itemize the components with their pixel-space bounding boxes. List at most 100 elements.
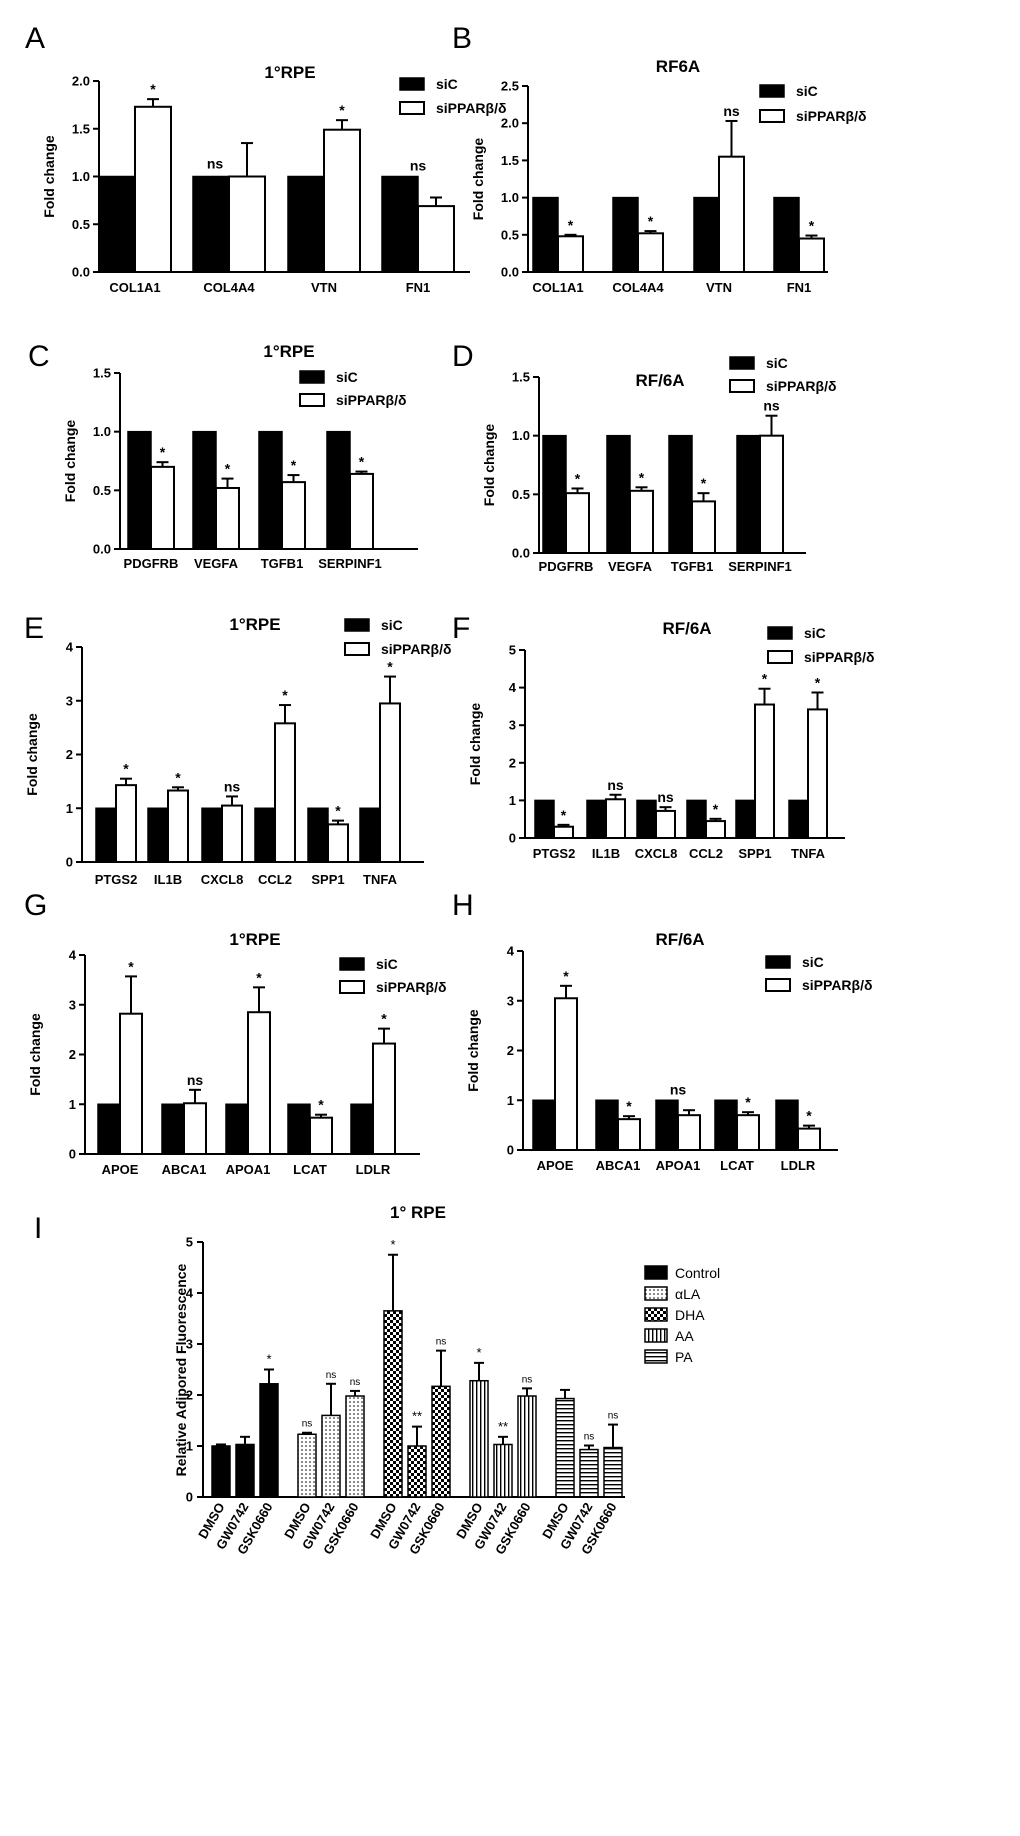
y-tick-label: 1.0 — [512, 428, 530, 443]
bar-siC — [735, 799, 756, 839]
panel-letter: D — [452, 340, 474, 373]
x-tick-label: VTN — [311, 280, 337, 295]
bar-siC — [192, 430, 217, 550]
bar-siC — [532, 196, 559, 273]
legend-label-siPPAR: siPPARβ/δ — [336, 392, 406, 408]
bar-siPPAR — [617, 1118, 641, 1152]
panel-c: C 1°RPE 0.0 0.5 1.0 1.5 Fold change * PDGFRB * VEG… — [28, 340, 418, 571]
bar-siPPAR — [605, 798, 626, 839]
y-tick-label: 3 — [186, 1337, 193, 1352]
x-tick-label: APOE — [102, 1162, 139, 1177]
bar-siPPAR — [807, 708, 828, 840]
bar-siC — [225, 1103, 249, 1155]
bar-siC — [326, 430, 351, 550]
bar-siC — [668, 434, 693, 554]
bar-siC — [612, 196, 639, 273]
bar-siC — [127, 430, 152, 550]
bar-siC — [254, 807, 276, 863]
y-tick-label: 0.5 — [501, 227, 519, 242]
bar-siPPAR — [183, 1102, 207, 1156]
x-tick-label: VEGFA — [194, 556, 239, 571]
y-tick-label: 0.5 — [512, 487, 530, 502]
legend-swatch-siC — [759, 84, 785, 98]
y-tick-label: 0.0 — [512, 546, 530, 561]
significance-label: * — [150, 81, 156, 97]
significance-label: ns — [657, 789, 674, 805]
y-tick-label: 0 — [509, 831, 516, 846]
legend-label-siPPAR: siPPARβ/δ — [376, 979, 446, 995]
x-tick-label: PDGFRB — [124, 556, 179, 571]
x-tick-label: IL1B — [154, 872, 182, 887]
bar-la — [345, 1395, 365, 1498]
bar-siPPAR — [565, 492, 590, 555]
bar-la — [297, 1433, 317, 1498]
x-tick-label: CXCL8 — [635, 846, 678, 861]
y-tick-label: 1.0 — [93, 424, 111, 439]
bar-siPPAR — [417, 205, 455, 273]
bar-siPPAR — [115, 784, 137, 864]
bar-dha — [383, 1310, 403, 1498]
y-tick-label: 1 — [69, 1097, 76, 1112]
legend-label-siC: siC — [336, 369, 358, 385]
bar-siC — [595, 1099, 619, 1151]
significance-label: * — [561, 807, 567, 823]
y-tick-label: 0.5 — [72, 217, 90, 232]
legend-swatch-siPPAR — [299, 393, 325, 407]
y-tick-label: 3 — [69, 997, 76, 1012]
bar-siC — [693, 196, 720, 273]
bar-siPPAR — [655, 809, 676, 839]
panel-d: D RF/6A 0.0 0.5 1.0 1.5 Fold change * PDGFRB * VEG… — [452, 340, 836, 574]
chart-title: RF/6A — [635, 371, 684, 390]
significance-label: ns — [436, 1337, 447, 1348]
significance-label: * — [701, 475, 707, 491]
y-tick-label: 2.0 — [72, 74, 90, 89]
bar-siPPAR — [798, 237, 825, 274]
legend-swatch — [644, 1307, 668, 1322]
bar-siC — [192, 175, 230, 273]
y-tick-label: 0 — [69, 1147, 76, 1162]
y-tick-label: 4 — [507, 944, 515, 959]
significance-label: ns — [224, 778, 241, 794]
bar-siC — [201, 807, 223, 863]
bar-siPPAR — [221, 804, 243, 863]
chart-title: RF6A — [656, 57, 700, 76]
y-tick-label: 4 — [509, 680, 517, 695]
significance-label: * — [291, 457, 297, 473]
bar-siPPAR — [309, 1116, 333, 1155]
y-tick-label: 2 — [507, 1043, 514, 1058]
bar-aa — [493, 1443, 513, 1498]
bar-siPPAR — [274, 722, 296, 864]
significance-label: ** — [498, 1419, 508, 1434]
bar-siPPAR — [167, 789, 189, 864]
significance-label: * — [335, 803, 341, 819]
bar-siPPAR — [557, 235, 584, 273]
legend-label-siC: siC — [376, 956, 398, 972]
bar-siC — [686, 799, 707, 839]
significance-label: * — [639, 469, 645, 485]
bar-siPPAR — [327, 823, 349, 863]
chart-title: RF/6A — [662, 619, 711, 638]
bar-siPPAR — [150, 465, 175, 550]
x-tick-label: TNFA — [791, 846, 826, 861]
significance-label: ns — [608, 1411, 619, 1422]
y-tick-label: 0.5 — [93, 483, 111, 498]
bar-siC — [788, 799, 809, 839]
bar-aa — [517, 1395, 537, 1498]
bar-siPPAR — [215, 486, 240, 550]
legend-swatch — [644, 1349, 668, 1364]
significance-label: ns — [670, 1081, 687, 1097]
significance-label: ns — [410, 158, 427, 174]
x-tick-label: ABCA1 — [162, 1162, 207, 1177]
significance-label: * — [575, 470, 581, 486]
bar-siPPAR — [705, 820, 726, 840]
legend-swatch-siPPAR — [765, 978, 791, 992]
bar-control — [259, 1383, 279, 1498]
significance-label: ns — [326, 1370, 337, 1381]
x-tick-label: TGFB1 — [261, 556, 304, 571]
bar-siC — [586, 799, 607, 839]
bar-siPPAR — [349, 472, 374, 551]
bar-siPPAR — [718, 155, 745, 273]
y-tick-label: 5 — [509, 643, 516, 658]
y-tick-label: 1.0 — [72, 169, 90, 184]
bar-siPPAR — [637, 232, 664, 273]
